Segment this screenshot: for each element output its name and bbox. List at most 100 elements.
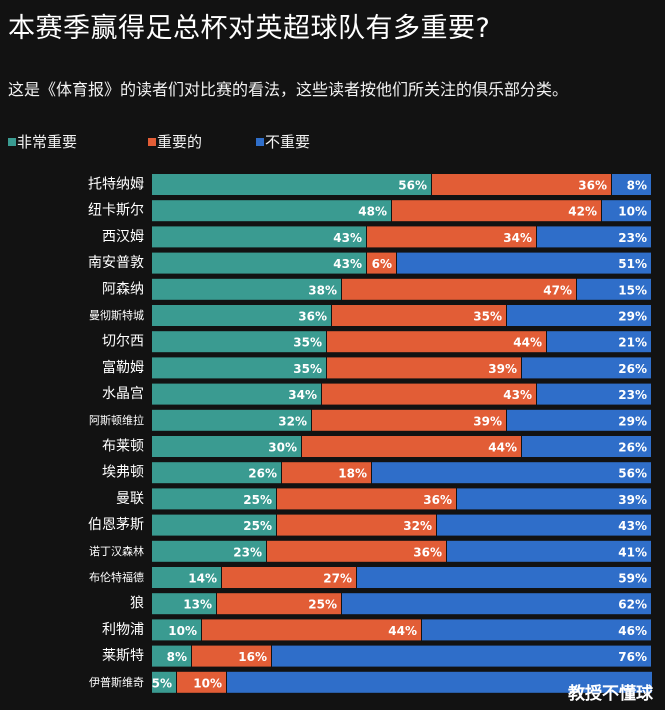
bar-segment-not-important xyxy=(547,331,651,353)
category-label: 切尔西 xyxy=(102,334,144,350)
bar-segment-very-important xyxy=(152,226,366,248)
data-label-not-important: 43% xyxy=(618,519,647,533)
bar-segment-not-important xyxy=(422,619,651,641)
bar-segment-not-important xyxy=(357,567,651,588)
bar-segment-not-important xyxy=(507,305,651,326)
category-label: 利物浦 xyxy=(102,622,144,638)
bar-segment-not-important xyxy=(522,436,651,457)
bar-segment-not-important xyxy=(447,540,651,562)
bar-segment-important xyxy=(302,436,521,457)
data-label-important: 44% xyxy=(488,441,517,455)
data-label-very-important: 14% xyxy=(188,572,217,586)
bar-segment-important xyxy=(222,567,356,588)
data-label-very-important: 13% xyxy=(183,598,212,612)
category-label: 曼联 xyxy=(116,491,144,507)
category-label: 布莱顿 xyxy=(102,439,144,455)
data-label-important: 32% xyxy=(403,519,432,533)
bar-segment-not-important xyxy=(272,645,651,667)
data-label-very-important: 25% xyxy=(243,493,272,507)
bar-segment-important xyxy=(327,357,521,379)
data-label-not-important: 56% xyxy=(618,467,647,481)
category-label: 伯恩茅斯 xyxy=(88,517,144,533)
data-label-important: 18% xyxy=(338,467,367,481)
chart-subtitle: 这是《体育报》的读者们对比赛的看法，这些读者按他们所关注的俱乐部分类。 xyxy=(8,80,569,99)
data-label-important: 6% xyxy=(372,257,392,271)
bar-segment-important xyxy=(312,409,506,431)
bar-segment-very-important xyxy=(152,619,201,641)
legend-swatch-important xyxy=(148,137,156,146)
bar-segment-very-important xyxy=(152,593,216,615)
data-label-very-important: 32% xyxy=(278,414,307,428)
bar-segment-important xyxy=(282,462,371,484)
data-label-important: 36% xyxy=(413,545,442,559)
bar-segment-very-important xyxy=(152,305,331,326)
bar-segment-important xyxy=(367,252,396,274)
bar-segment-important xyxy=(322,383,536,405)
data-label-important: 27% xyxy=(323,572,352,586)
legend-item-very-important: 非常重要 xyxy=(8,131,77,152)
category-label: 埃弗顿 xyxy=(102,465,144,481)
data-label-important: 47% xyxy=(543,283,572,297)
data-label-important: 36% xyxy=(423,493,452,507)
data-label-very-important: 38% xyxy=(308,283,337,297)
category-label: 诺丁汉森林 xyxy=(89,544,144,558)
bar-segment-very-important xyxy=(152,278,341,300)
data-label-not-important: 39% xyxy=(618,493,647,507)
category-label: 托特纳姆 xyxy=(88,177,144,193)
data-label-not-important: 26% xyxy=(618,362,647,376)
category-label: 纽卡斯尔 xyxy=(88,203,144,219)
bar-segment-important xyxy=(277,488,456,510)
data-label-important: 43% xyxy=(503,388,532,402)
bar-segment-very-important xyxy=(152,436,301,457)
legend-label-not-important: 不重要 xyxy=(265,133,311,151)
data-label-very-important: 35% xyxy=(293,362,322,376)
bar-segment-not-important xyxy=(507,409,651,431)
data-label-not-important: 46% xyxy=(618,624,647,638)
data-label-very-important: 10% xyxy=(168,624,197,638)
bar-segment-very-important xyxy=(152,567,221,588)
data-label-very-important: 30% xyxy=(268,441,297,455)
data-label-not-important: 8% xyxy=(627,179,647,193)
bar-segment-very-important xyxy=(152,488,276,510)
bar-segment-not-important xyxy=(397,252,651,274)
data-label-important: 25% xyxy=(308,598,337,612)
data-label-very-important: 34% xyxy=(288,388,317,402)
data-label-important: 34% xyxy=(503,231,532,245)
bar-segment-not-important xyxy=(612,174,651,195)
bar-segment-important xyxy=(327,331,546,353)
legend-swatch-not-important xyxy=(256,137,264,146)
bar-segment-important xyxy=(192,645,271,667)
bar-segment-important xyxy=(332,305,506,326)
bar-segment-not-important xyxy=(577,278,651,300)
legend-label-very-important: 非常重要 xyxy=(17,133,78,151)
bar-segment-very-important xyxy=(152,462,281,484)
bar-segment-very-important xyxy=(152,671,176,693)
data-label-not-important: 41% xyxy=(618,545,647,559)
data-label-important: 16% xyxy=(238,650,267,664)
bar-segment-very-important xyxy=(152,174,431,195)
bar-segment-important xyxy=(267,540,446,562)
data-label-not-important: 51% xyxy=(618,257,647,271)
bar-segment-important xyxy=(342,278,576,300)
bar-segment-not-important xyxy=(457,488,651,510)
bar-segment-important xyxy=(367,226,536,248)
category-label: 曼彻斯特城 xyxy=(89,308,144,322)
bar-segment-important xyxy=(277,514,436,536)
data-label-not-important: 26% xyxy=(618,441,647,455)
category-label: 狼 xyxy=(130,596,144,612)
chart-title: 本赛季赢得足总杯对英超球队有多重要? xyxy=(8,13,491,44)
data-label-very-important: 23% xyxy=(233,545,262,559)
bar-segment-very-important xyxy=(152,200,391,222)
data-label-important: 35% xyxy=(473,310,502,324)
data-label-important: 10% xyxy=(193,676,222,690)
bar-segment-very-important xyxy=(152,645,191,667)
bar-segment-very-important xyxy=(152,357,326,379)
bar-segment-not-important xyxy=(602,200,651,222)
data-label-not-important: 23% xyxy=(618,231,647,245)
data-label-very-important: 35% xyxy=(293,336,322,350)
bar-segment-very-important xyxy=(152,540,266,562)
data-label-very-important: 26% xyxy=(248,467,277,481)
bar-segment-not-important xyxy=(342,593,651,615)
legend-item-important: 重要的 xyxy=(148,131,202,152)
